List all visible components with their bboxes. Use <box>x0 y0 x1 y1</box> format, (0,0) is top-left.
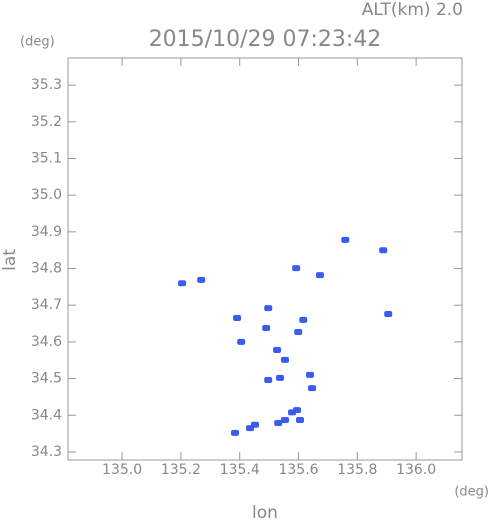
y-tick-label: 34.8 <box>31 261 62 277</box>
y-tick-label: 34.9 <box>31 224 62 240</box>
y-tick-label: 34.3 <box>31 444 62 460</box>
echo-point <box>280 356 289 363</box>
x-unit: (deg) <box>454 485 489 500</box>
echo-point <box>295 417 304 424</box>
echo-point <box>251 421 260 428</box>
x-tick-label: 135.0 <box>102 462 142 478</box>
echo-point <box>379 247 388 254</box>
echo-point <box>233 315 242 322</box>
echo-point <box>264 377 273 384</box>
x-tick-label: 135.2 <box>161 462 201 478</box>
x-axis-label: lon <box>252 503 278 521</box>
y-unit: (deg) <box>20 35 55 50</box>
echo-point <box>384 311 393 318</box>
x-tick-label: 135.6 <box>278 462 318 478</box>
echo-point <box>262 324 271 331</box>
y-tick-label: 35.0 <box>31 187 62 203</box>
echo-point <box>292 265 301 272</box>
echo-point <box>237 338 246 345</box>
y-tick-label: 35.3 <box>31 77 62 93</box>
echo-point <box>315 272 324 279</box>
subtitle: ALT(km) 2.0 <box>362 0 463 20</box>
x-tick-label: 135.4 <box>220 462 260 478</box>
x-tick-label: 135.8 <box>337 462 377 478</box>
echo-point <box>231 429 240 436</box>
echo-point <box>294 328 303 335</box>
echo-point <box>274 419 283 426</box>
echo-point <box>305 371 314 378</box>
x-tick-label: 136.0 <box>396 462 436 478</box>
plot-frame <box>67 57 463 461</box>
y-tick-label: 35.2 <box>31 114 62 130</box>
echo-point <box>280 417 289 424</box>
echo-point <box>341 236 350 243</box>
y-axis-label: lat <box>0 249 20 271</box>
echo-point <box>264 305 273 312</box>
echo-point <box>288 409 297 416</box>
echo-point <box>299 316 308 323</box>
echo-point <box>197 276 206 283</box>
y-tick-label: 34.7 <box>31 297 62 313</box>
y-tick-label: 34.6 <box>31 334 62 350</box>
echo-point <box>275 374 284 381</box>
echo-point <box>308 385 317 392</box>
y-tick-label: 35.1 <box>31 151 62 167</box>
y-tick-label: 34.5 <box>31 371 62 387</box>
chart-title: 2015/10/29 07:23:42 <box>149 27 382 52</box>
y-tick-label: 34.4 <box>31 407 62 423</box>
echo-point <box>178 280 187 287</box>
echo-point <box>273 346 282 353</box>
